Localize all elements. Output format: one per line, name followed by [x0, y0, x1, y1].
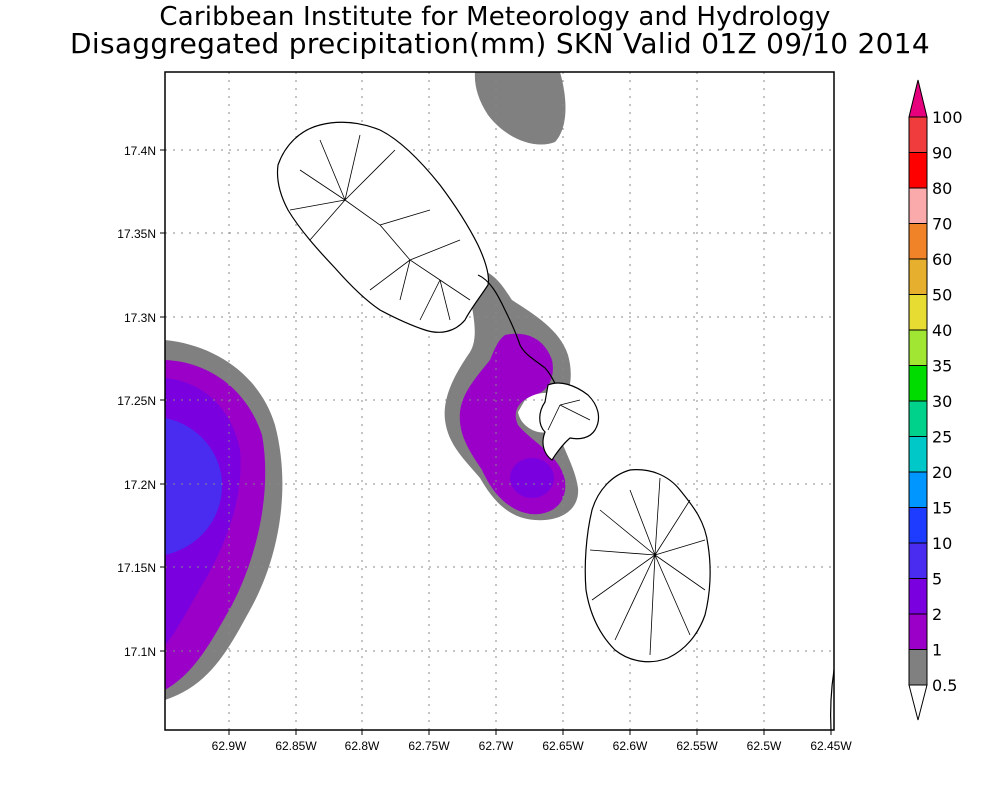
legend-label: 10: [932, 534, 952, 553]
legend-label: 2: [932, 605, 942, 624]
legend-label: 80: [932, 179, 952, 198]
legend-label: 15: [932, 499, 952, 518]
precip-north-0.5: [474, 72, 566, 145]
x-tick-labels: 62.9W 62.85W 62.8W 62.75W 62.7W 62.65W 6…: [212, 739, 853, 753]
legend-swatch-0.5: [908, 649, 928, 686]
precip-west-5: [165, 418, 222, 555]
legend-label: 25: [932, 428, 952, 447]
legend-swatch-25: [908, 400, 928, 437]
legend-label: 35: [932, 357, 952, 376]
legend-label: 0.5: [932, 676, 957, 695]
y-tick-label: 17.2N: [124, 478, 156, 492]
x-tick-label: 62.85W: [275, 739, 317, 753]
x-tick-label: 62.55W: [676, 739, 718, 753]
drainage-network: [289, 134, 706, 656]
island-peninsula-tip: [539, 382, 600, 461]
legend-label: 1: [932, 641, 942, 660]
legend-swatch-15: [908, 471, 928, 508]
islands: [276, 121, 835, 731]
title-line-1: Caribbean Institute for Meteorology and …: [159, 2, 831, 32]
y-tick-label: 17.3N: [124, 311, 156, 325]
y-tick-label: 17.4N: [124, 144, 156, 158]
x-tick-label: 62.75W: [408, 739, 450, 753]
legend-top-arrow: [908, 79, 928, 118]
legend-label: 5: [932, 570, 942, 589]
legend-label: 20: [932, 463, 952, 482]
legend-swatches: [908, 116, 928, 686]
x-tick-label: 62.8W: [345, 739, 380, 753]
island-st-kitts-peninsula: [477, 274, 561, 393]
legend-swatch-60: [908, 223, 928, 260]
island-nevis: [584, 469, 711, 663]
legend-label: 90: [932, 144, 952, 163]
precip-central-2: [510, 458, 554, 498]
legend-swatch-80: [908, 152, 928, 189]
legend-swatch-5: [908, 542, 928, 579]
legend-swatch-10: [908, 507, 928, 544]
legend-label: 70: [932, 215, 952, 234]
legend-swatch-2: [908, 578, 928, 615]
legend-label: 100: [932, 108, 963, 127]
x-tick-label: 62.65W: [542, 739, 584, 753]
legend-swatch-20: [908, 436, 928, 473]
legend-label: 60: [932, 250, 952, 269]
y-tick-label: 17.25N: [117, 394, 156, 408]
x-tick-label: 62.7W: [479, 739, 514, 753]
island-st-kitts: [276, 121, 490, 333]
y-tick-label: 17.35N: [117, 227, 156, 241]
legend-swatch-30: [908, 365, 928, 402]
legend-swatch-1: [908, 613, 928, 650]
x-tick-label: 62.9W: [212, 739, 247, 753]
x-tick-label: 62.5W: [747, 739, 782, 753]
legend-label: 30: [932, 392, 952, 411]
plot-frame: [164, 71, 835, 731]
legend-label: 50: [932, 286, 952, 305]
legend-swatch-70: [908, 187, 928, 224]
title-line-2: Disaggregated precipitation(mm) SKN Vali…: [70, 27, 930, 60]
y-tick-labels: 17.4N 17.35N 17.3N 17.25N 17.2N 17.15N 1…: [117, 144, 156, 659]
legend-swatch-50: [908, 258, 928, 295]
legend-label: 40: [932, 321, 952, 340]
legend-swatch-40: [908, 294, 928, 331]
x-tick-label: 62.6W: [613, 739, 648, 753]
legend-swatch-35: [908, 329, 928, 366]
x-tick-label: 62.45W: [810, 739, 852, 753]
legend-swatch-90: [908, 116, 928, 153]
precipitation-fields: [165, 72, 579, 700]
legend-bottom-arrow: [908, 684, 928, 721]
tick-marks: [160, 149, 832, 735]
y-tick-label: 17.1N: [124, 645, 156, 659]
y-tick-label: 17.15N: [117, 561, 156, 575]
